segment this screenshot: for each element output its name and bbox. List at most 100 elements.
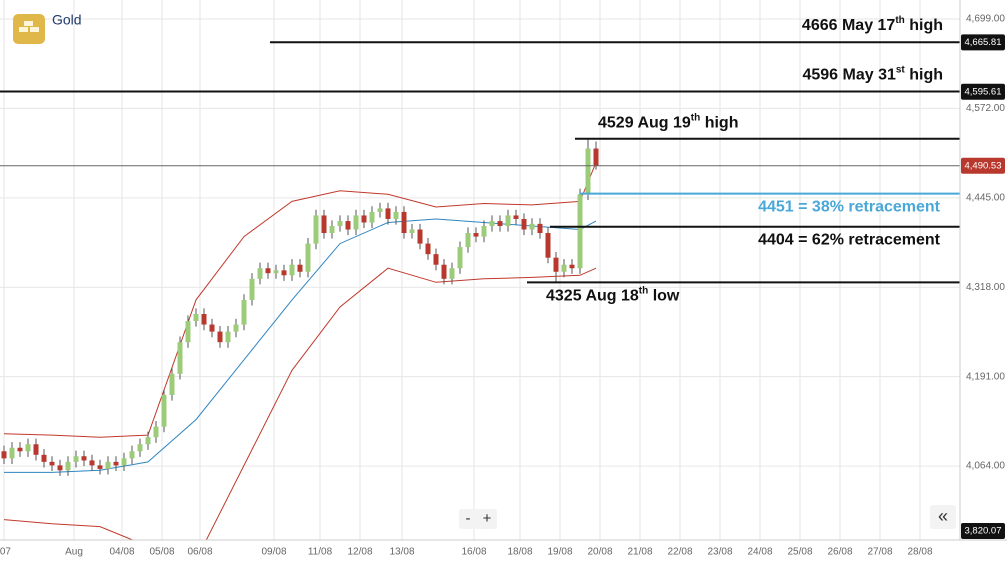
candle-body	[369, 211, 375, 223]
candle-body	[297, 264, 303, 272]
candle-body	[401, 211, 407, 234]
candle-body	[185, 321, 191, 343]
x-tick-label: 19/08	[547, 547, 572, 558]
y-tick-label: 4,572.00	[966, 103, 1005, 114]
candle-body	[585, 148, 591, 195]
y-tick-label: 4,191.00	[966, 371, 1005, 382]
label-part: low	[648, 288, 680, 305]
price-marker-label: 4,490.53	[965, 160, 1002, 171]
x-tick-label: 05/08	[149, 547, 174, 558]
candle-body	[225, 331, 231, 343]
symbol-name: Gold	[52, 12, 82, 28]
candle-body	[153, 426, 159, 438]
candle-body	[265, 268, 271, 274]
zoom-out-button[interactable]: -	[466, 510, 471, 527]
y-tick-label: 4,318.00	[966, 282, 1005, 293]
label-part: th	[639, 285, 648, 296]
level-label: 4529 Aug 19th high	[598, 112, 738, 132]
label-part: 4666 May 17	[802, 17, 896, 34]
candle-body	[457, 247, 463, 269]
zoom-in-button[interactable]: +	[483, 510, 492, 527]
level-label: 4451 = 38% retracement	[758, 199, 941, 216]
candle-body	[545, 233, 551, 258]
price-marker	[961, 523, 1005, 539]
x-tick-label: 12/08	[347, 547, 372, 558]
price-marker-label: 4,595.61	[965, 86, 1002, 97]
candle-body	[33, 444, 39, 455]
candle-body	[305, 243, 311, 272]
candle-body	[433, 254, 439, 265]
price-marker	[961, 157, 1005, 174]
price-marker-label: 4,665.81	[965, 37, 1002, 48]
x-tick-label: /07	[0, 547, 11, 558]
x-tick-label: 23/08	[707, 547, 732, 558]
zoom-box	[459, 509, 497, 529]
x-tick-label: 22/08	[667, 547, 692, 558]
candle-body	[441, 264, 447, 279]
candle-body	[489, 221, 495, 226]
y-tick-label: 4,445.00	[966, 192, 1005, 203]
candle-body	[577, 194, 583, 269]
candle-body	[425, 243, 431, 255]
candle-body	[449, 268, 455, 279]
candle-body	[361, 215, 367, 223]
x-tick-label: 06/08	[187, 547, 212, 558]
candle-body	[289, 264, 295, 276]
x-tick-label: 27/08	[867, 547, 892, 558]
x-tick-label: 21/08	[627, 547, 652, 558]
candle-body	[345, 221, 351, 230]
candle-body	[73, 456, 79, 462]
candle-body	[49, 461, 55, 466]
candle-body	[145, 437, 151, 445]
candle-body	[89, 460, 95, 466]
candle-body	[353, 215, 359, 230]
candle-body	[273, 270, 279, 274]
x-tick-label: 20/08	[587, 547, 612, 558]
price-marker	[961, 34, 1005, 51]
y-tick-label: 4,699.00	[966, 14, 1005, 25]
collapse-box	[930, 505, 956, 529]
candle-body	[561, 264, 567, 272]
candle-body	[481, 225, 487, 237]
band-upper	[3, 162, 597, 438]
candle-body	[17, 447, 23, 452]
candle-body	[529, 223, 535, 230]
candle-body	[497, 221, 503, 226]
icon-bar	[19, 27, 28, 32]
x-tick-label: 28/08	[907, 547, 932, 558]
candle-body	[25, 444, 31, 452]
candle-body	[129, 451, 135, 459]
candle-body	[569, 264, 575, 269]
icon-bar	[24, 21, 33, 26]
candle-body	[329, 225, 335, 234]
candle-body	[553, 257, 559, 272]
x-tick-label: 11/08	[308, 547, 333, 558]
candle-body	[161, 394, 167, 427]
level-label: 4325 Aug 18th low	[546, 285, 680, 305]
collapse-button[interactable]: «	[938, 506, 948, 526]
candle-body	[217, 331, 223, 343]
candle-body	[41, 454, 47, 462]
axes: 4,064.00 4,191.00 4,318.00 4,445.00 4,572.00…	[0, 14, 1005, 558]
x-tick-label: Aug	[65, 547, 83, 558]
candle-body	[209, 324, 215, 332]
label-part: 4529 Aug 19	[598, 115, 691, 132]
x-tick-label: 09/08	[261, 547, 286, 558]
x-tick-label: 13/08	[389, 547, 414, 558]
candle-body	[201, 314, 207, 325]
candle-body	[249, 278, 255, 300]
candle-body	[417, 229, 423, 244]
label-part: high	[905, 17, 943, 34]
level-label: 4666 May 17th high	[802, 15, 943, 35]
candle-body	[177, 342, 183, 374]
candle-body	[505, 215, 511, 226]
price-marker	[961, 83, 1005, 100]
x-tick-label: 24/08	[747, 547, 772, 558]
candle-body	[281, 270, 287, 276]
candle-body	[97, 465, 103, 469]
candle-body	[9, 447, 15, 459]
symbol-header: Gold	[13, 12, 82, 44]
candle-body	[257, 268, 263, 279]
